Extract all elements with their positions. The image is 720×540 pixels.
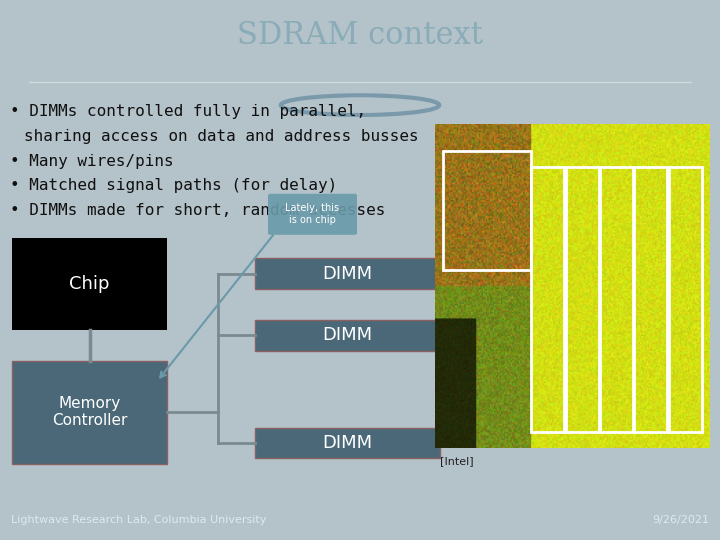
Circle shape [299, 98, 421, 113]
Text: sharing access on data and address busses: sharing access on data and address busse… [24, 129, 418, 144]
FancyBboxPatch shape [12, 361, 167, 463]
Text: • DIMMs controlled fully in parallel,: • DIMMs controlled fully in parallel, [10, 105, 366, 119]
FancyBboxPatch shape [12, 238, 167, 330]
Bar [435, 125, 710, 448]
Text: Lightwave Research Lab, Columbia University: Lightwave Research Lab, Columbia Univers… [11, 515, 266, 525]
Text: DIMM: DIMM [323, 434, 372, 452]
FancyArrowPatch shape [160, 235, 274, 377]
Text: 9/26/2021: 9/26/2021 [652, 515, 709, 525]
Bar [444, 151, 531, 271]
FancyBboxPatch shape [255, 258, 440, 289]
FancyBboxPatch shape [255, 320, 440, 351]
Text: • Matched signal paths (for delay): • Matched signal paths (for delay) [10, 178, 337, 193]
Bar [600, 167, 633, 432]
FancyBboxPatch shape [268, 194, 357, 235]
Text: Lately, this
is on chip: Lately, this is on chip [285, 204, 340, 225]
Bar [566, 167, 598, 432]
Bar [531, 167, 564, 432]
Text: Chip: Chip [69, 275, 109, 293]
Text: • DIMMs made for short, random accesses: • DIMMs made for short, random accesses [10, 203, 385, 218]
Text: DIMM: DIMM [323, 326, 372, 345]
Text: • Many wires/pins: • Many wires/pins [10, 154, 174, 168]
Bar [669, 167, 702, 432]
Text: [Intel]: [Intel] [440, 456, 474, 467]
FancyBboxPatch shape [255, 428, 440, 458]
Text: DIMM: DIMM [323, 265, 372, 283]
Text: SDRAM context: SDRAM context [237, 20, 483, 51]
Text: Memory
Controller: Memory Controller [52, 396, 127, 429]
Bar [634, 167, 667, 432]
